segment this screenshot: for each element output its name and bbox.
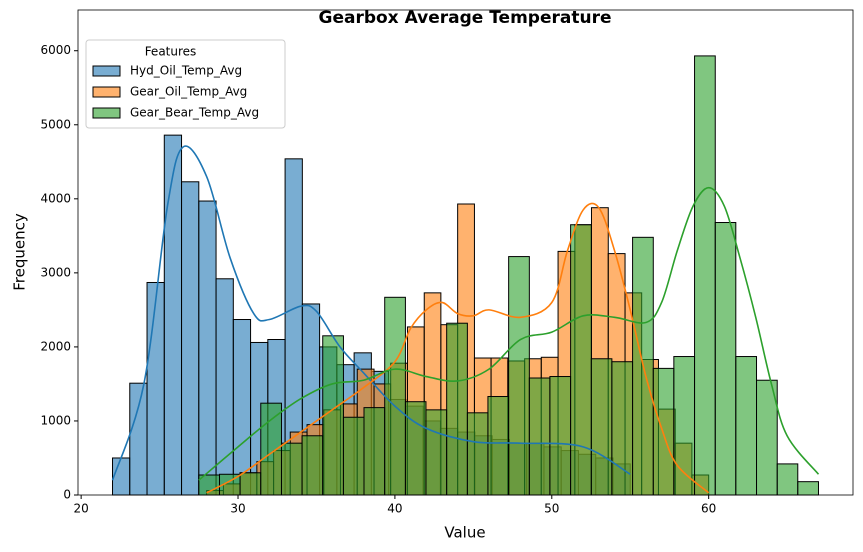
histogram-bar [181, 181, 200, 496]
legend-swatch [92, 86, 121, 98]
histogram-bar [163, 134, 183, 496]
y-tick-label: 2000 [40, 339, 71, 353]
histogram-bar [404, 401, 427, 496]
x-tick-label: 30 [230, 502, 245, 516]
histogram-bar [239, 472, 262, 496]
histogram-bar [322, 335, 344, 496]
legend-swatch [92, 107, 121, 119]
histogram-bar [776, 463, 799, 496]
x-axis-label: Value [444, 524, 485, 542]
legend: Features Hyd_Oil_Temp_Avg Gear_Oil_Temp_Av… [85, 39, 286, 129]
histogram-bar [590, 358, 613, 496]
histogram-bar [280, 442, 303, 496]
kde-line [198, 186, 820, 481]
legend-box [85, 39, 286, 129]
x-tick-label: 50 [544, 502, 559, 516]
plot-frame [77, 9, 854, 496]
histogram-bar [528, 377, 551, 496]
y-tick-label: 4000 [40, 191, 71, 205]
histogram-bar [487, 396, 510, 496]
histogram-bar [301, 435, 324, 496]
histogram-bar [129, 382, 148, 496]
y-tick-label: 5000 [40, 117, 71, 131]
histogram-bar [735, 356, 758, 496]
y-tick-label: 0 [63, 488, 71, 502]
histogram-bar [146, 281, 165, 496]
legend-swatch [92, 65, 121, 77]
histogram-bar [797, 481, 819, 496]
histogram-bar [363, 407, 386, 496]
x-tick-label: 60 [701, 502, 716, 516]
histogram-bar [694, 55, 716, 496]
x-tick-label: 20 [73, 502, 88, 516]
kde-line [111, 145, 631, 481]
histogram-bar [611, 361, 634, 496]
y-axis-label: Frequency [11, 213, 29, 291]
histogram-bar [714, 222, 737, 496]
histogram-bar [260, 402, 282, 496]
chart-title: Gearbox Average Temperature [319, 8, 612, 28]
legend-title: Features [145, 45, 197, 59]
histogram-bar [673, 356, 696, 496]
y-tick-label: 1000 [40, 413, 71, 427]
histogram-bar [549, 376, 572, 496]
histogram-bar [508, 256, 530, 496]
bars [112, 55, 819, 496]
legend-label: Hyd_Oil_Temp_Avg [130, 64, 242, 78]
kde-lines [111, 145, 820, 494]
histogram-bar [446, 322, 468, 496]
histogram-bar [384, 296, 406, 496]
x-tick-label: 40 [387, 502, 402, 516]
histogram-bar [342, 416, 365, 496]
legend-label: Gear_Oil_Temp_Avg [130, 85, 247, 99]
y-tick-label: 6000 [40, 43, 71, 57]
histogram-bar [198, 200, 217, 496]
histogram-bar [466, 412, 489, 496]
histogram-bar [112, 457, 131, 496]
histogram-bar [232, 319, 252, 496]
histogram-bar [570, 224, 592, 496]
legend-label: Gear_Bear_Temp_Avg [130, 106, 259, 120]
histogram-bar [425, 409, 448, 496]
y-tick-label: 3000 [40, 265, 71, 279]
axes: 20 30 40 50 60 0 1000 2000 3000 4000 5000 6000 [40, 9, 854, 516]
